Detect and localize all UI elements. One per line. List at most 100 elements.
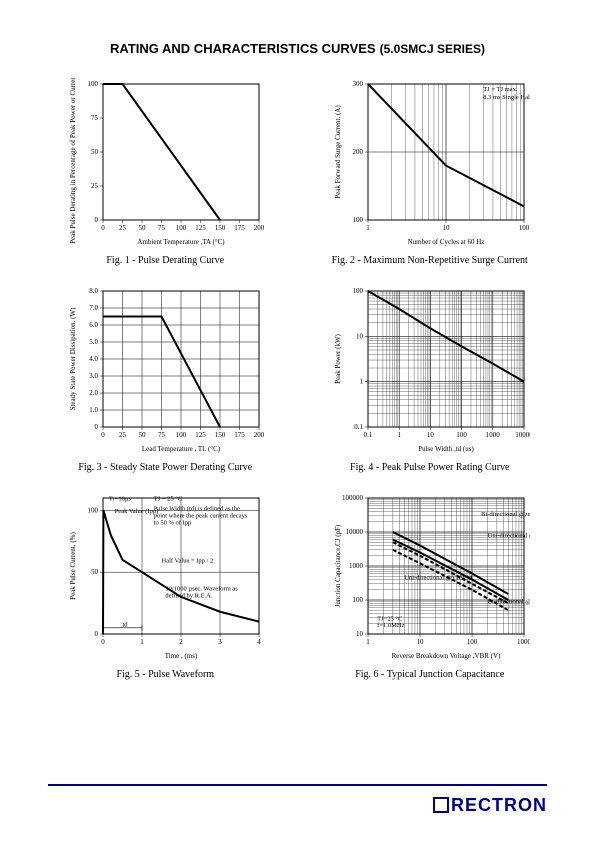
- svg-text:6.0: 6.0: [90, 321, 99, 329]
- svg-text:100: 100: [176, 431, 187, 439]
- svg-text:0: 0: [95, 216, 99, 224]
- figure-2: 1 10 100 100 200 300 TJ = TJ max.8.3 ms Single…: [313, 78, 548, 267]
- chart-fig4: 0.11101001000100000.1110100Pulse Width ,…: [330, 285, 530, 455]
- svg-text:100: 100: [519, 224, 530, 232]
- svg-text:10: 10: [416, 638, 424, 646]
- svg-text:Steady State Power Dissipation: Steady State Power Dissipation, (W): [69, 307, 77, 411]
- svg-text:4.0: 4.0: [90, 355, 99, 363]
- svg-text:0.1: 0.1: [363, 431, 372, 439]
- svg-text:0: 0: [102, 224, 106, 232]
- figure-5: 01234050100Tr=10µsPeak Value (Ipp)TJ = 2…: [48, 492, 283, 681]
- title-series: (5.0SMCJ SERIES): [380, 42, 485, 56]
- svg-text:3.0: 3.0: [90, 372, 99, 380]
- chart-fig3: 025507510012515017520001.02.03.04.05.06.…: [65, 285, 265, 455]
- svg-text:0.1: 0.1: [354, 423, 363, 431]
- svg-text:0: 0: [102, 638, 106, 646]
- brand-box-icon: [433, 797, 449, 813]
- svg-text:50: 50: [91, 568, 99, 576]
- svg-text:TJ = TJ max.: TJ = TJ max.: [483, 86, 518, 93]
- svg-text:Ambient Temperature ,TA (°C): Ambient Temperature ,TA (°C): [138, 238, 226, 246]
- svg-text:Half Value = Ipp / 2: Half Value = Ipp / 2: [162, 557, 214, 564]
- brand-text: RECTRON: [451, 795, 547, 815]
- svg-text:1: 1: [359, 378, 363, 386]
- caption-fig4: Fig. 4 - Peak Pulse Power Rating Curve: [350, 461, 509, 474]
- chart-fig5: 01234050100Tr=10µsPeak Value (Ipp)TJ = 2…: [65, 492, 265, 662]
- caption-fig3: Fig. 3 - Steady State Power Derating Cur…: [78, 461, 252, 474]
- svg-text:Pulse Width (td) is defined as: Pulse Width (td) is defined as the: [154, 505, 240, 512]
- svg-text:100: 100: [467, 638, 478, 646]
- svg-text:1000: 1000: [517, 638, 530, 646]
- svg-text:Number of Cycles at 60 Hz: Number of Cycles at 60 Hz: [407, 238, 484, 246]
- svg-text:100: 100: [88, 506, 99, 514]
- svg-text:f=1.0MHz: f=1.0MHz: [377, 622, 404, 629]
- figure-3: 025507510012515017520001.02.03.04.05.06.…: [48, 285, 283, 474]
- svg-text:Lead Temperature , TL (°C): Lead Temperature , TL (°C): [142, 445, 221, 453]
- page-title: RATING AND CHARACTERISTICS CURVES (5.0SM…: [48, 40, 547, 58]
- svg-text:2.0: 2.0: [90, 389, 99, 397]
- svg-text:75: 75: [158, 224, 166, 232]
- svg-text:10: 10: [356, 332, 364, 340]
- chart-fig2: 1 10 100 100 200 300 TJ = TJ max.8.3 ms Single…: [330, 78, 530, 248]
- caption-fig6: Fig. 6 - Typical Junction Capacitance: [355, 668, 504, 681]
- svg-text:8.3 ms Single Half Sine-Wave: 8.3 ms Single Half Sine-Wave: [483, 94, 530, 101]
- caption-fig5: Fig. 5 - Pulse Waveform: [116, 668, 214, 681]
- svg-text:100000: 100000: [342, 494, 364, 502]
- svg-text:100: 100: [352, 287, 363, 295]
- figure-4: 0.11101001000100000.1110100Pulse Width ,…: [313, 285, 548, 474]
- svg-text:Peak Power (kW): Peak Power (kW): [334, 333, 342, 383]
- svg-text:100: 100: [456, 431, 467, 439]
- chart-fig6: 110100100010100100010000100000Bi-directi…: [330, 492, 530, 662]
- svg-text:25: 25: [91, 182, 99, 190]
- svg-text:10: 10: [442, 224, 450, 232]
- svg-text:4: 4: [258, 638, 262, 646]
- figure-1: 02550751001251501752000255075100Ambient …: [48, 78, 283, 267]
- svg-text:to 50 % of Ipp: to 50 % of Ipp: [154, 519, 192, 526]
- svg-text:1: 1: [366, 638, 370, 646]
- svg-text:125: 125: [196, 431, 207, 439]
- svg-text:Uni-directional @zero bias: Uni-directional @zero bias: [487, 532, 529, 539]
- svg-text:10: 10: [427, 431, 435, 439]
- svg-text:Time , (ms): Time , (ms): [165, 652, 198, 660]
- svg-text:Bi-directional @zero bias: Bi-directional @zero bias: [481, 511, 530, 518]
- svg-text:300: 300: [352, 80, 363, 88]
- svg-text:100: 100: [352, 216, 363, 224]
- svg-text:175: 175: [235, 431, 246, 439]
- svg-text:10000: 10000: [515, 431, 530, 439]
- svg-text:1: 1: [141, 638, 145, 646]
- caption-fig1: Fig. 1 - Pulse Derating Curve: [106, 254, 224, 267]
- svg-text:8.0: 8.0: [90, 287, 99, 295]
- svg-text:50: 50: [91, 148, 99, 156]
- svg-text:200: 200: [254, 224, 265, 232]
- svg-text:175: 175: [235, 224, 246, 232]
- svg-text:200: 200: [352, 148, 363, 156]
- svg-text:75: 75: [91, 114, 99, 122]
- svg-text:1: 1: [366, 224, 370, 232]
- svg-text:3: 3: [219, 638, 223, 646]
- footer-rule: [48, 784, 547, 786]
- svg-text:Tr=10µs: Tr=10µs: [109, 495, 132, 502]
- svg-text:5.0: 5.0: [90, 338, 99, 346]
- svg-text:10/1000 µsec. Waveform as: 10/1000 µsec. Waveform as: [166, 586, 239, 593]
- svg-text:25: 25: [119, 431, 127, 439]
- svg-text:150: 150: [215, 224, 226, 232]
- figure-6: 110100100010100100010000100000Bi-directi…: [313, 492, 548, 681]
- caption-fig2: Fig. 2 - Maximum Non-Repetitive Surge Cu…: [332, 254, 528, 267]
- svg-text:100: 100: [88, 80, 99, 88]
- svg-text:Reverse Breakdown Voltage ,VBR: Reverse Breakdown Voltage ,VBR (V): [391, 652, 500, 660]
- title-main: RATING AND CHARACTERISTICS CURVES: [110, 41, 376, 56]
- svg-text:75: 75: [158, 431, 166, 439]
- svg-text:1: 1: [397, 431, 401, 439]
- svg-text:defined by R.E.A.: defined by R.E.A.: [166, 593, 213, 600]
- svg-text:7.0: 7.0: [90, 304, 99, 312]
- svg-text:TJ = 25 °C: TJ = 25 °C: [154, 495, 182, 502]
- svg-text:10: 10: [356, 630, 364, 638]
- svg-text:0: 0: [95, 630, 99, 638]
- svg-text:0: 0: [95, 423, 99, 431]
- svg-text:150: 150: [215, 431, 226, 439]
- svg-text:Peak Pulse Derating in Percent: Peak Pulse Derating in Percentage of Pea…: [69, 78, 77, 244]
- svg-text:50: 50: [139, 224, 147, 232]
- svg-text:Peak Pulse Current, (%): Peak Pulse Current, (%): [69, 532, 77, 600]
- svg-text:0: 0: [102, 431, 106, 439]
- svg-text:Peak Forward Surge Current, (A: Peak Forward Surge Current, (A): [334, 105, 342, 199]
- svg-text:Peak Value (Ipp): Peak Value (Ipp): [115, 508, 159, 515]
